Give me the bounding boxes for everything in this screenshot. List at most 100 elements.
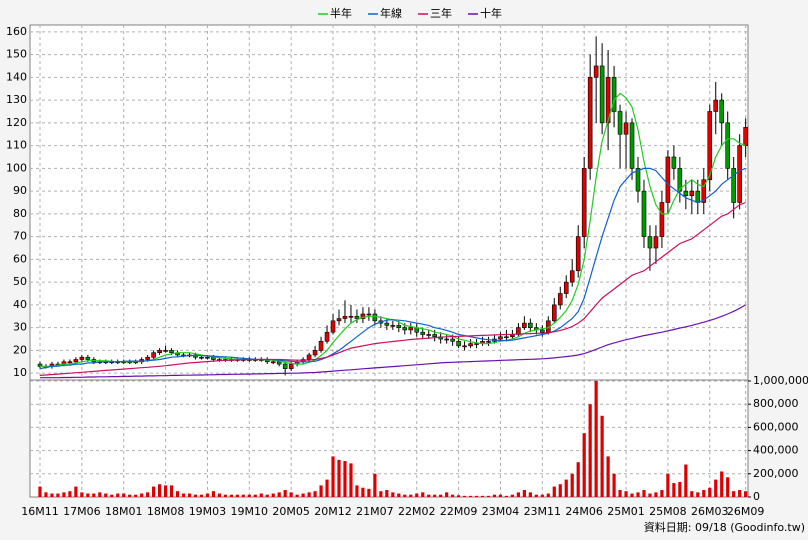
y-tick-label: 90 bbox=[13, 184, 27, 197]
x-tick-label: 22M09 bbox=[440, 505, 478, 518]
volume-bar bbox=[98, 492, 102, 497]
volume-bar bbox=[654, 492, 658, 497]
candle-body bbox=[665, 156, 671, 203]
candle-body bbox=[677, 168, 683, 192]
y-tick-label: 60 bbox=[13, 252, 27, 265]
x-tick-label: 17M06 bbox=[63, 505, 101, 518]
candle-body bbox=[151, 352, 156, 358]
candle-body bbox=[169, 350, 174, 353]
volume-bar bbox=[534, 494, 538, 497]
volume-bar bbox=[397, 493, 401, 497]
volume-bar bbox=[642, 490, 646, 497]
volume-bar bbox=[253, 494, 257, 497]
volume-bar bbox=[307, 492, 311, 497]
volume-bar bbox=[690, 491, 694, 497]
candle-body bbox=[342, 315, 348, 319]
candle-body bbox=[456, 341, 461, 347]
ma-line bbox=[40, 304, 746, 379]
candle-body bbox=[689, 190, 695, 196]
source-note: 資料日期: 09/18 (Goodinfo.tw) bbox=[644, 520, 805, 534]
ma-line bbox=[39, 167, 746, 370]
volume-bar bbox=[391, 492, 395, 497]
volume-bar bbox=[636, 492, 640, 497]
candle-body bbox=[653, 236, 659, 249]
volume-bar bbox=[474, 495, 479, 497]
volume-bar bbox=[612, 473, 616, 497]
candle-body bbox=[408, 327, 414, 331]
candle-body bbox=[390, 325, 396, 327]
volume-bar bbox=[289, 492, 293, 497]
volume-bar bbox=[403, 494, 407, 497]
ma-line bbox=[39, 201, 746, 376]
candle-body bbox=[318, 341, 324, 351]
volume-bar bbox=[152, 486, 156, 497]
volume-bar bbox=[486, 495, 491, 497]
volume-bar bbox=[175, 491, 180, 497]
volume-bar bbox=[624, 491, 628, 497]
candle-body bbox=[557, 293, 563, 306]
candle-body bbox=[737, 145, 742, 203]
y-tick-label: 40 bbox=[13, 298, 27, 311]
volume-bar bbox=[720, 471, 724, 497]
candle-body bbox=[372, 313, 378, 322]
candle-body bbox=[312, 350, 318, 356]
volume-bar bbox=[696, 492, 700, 497]
volume-bar bbox=[134, 494, 138, 497]
candle-body bbox=[474, 343, 479, 345]
candle-body bbox=[468, 343, 473, 347]
volume-bar bbox=[367, 488, 371, 497]
candle-body bbox=[551, 304, 557, 322]
candle-body bbox=[671, 156, 677, 169]
candle-body bbox=[450, 338, 455, 342]
candle-body bbox=[605, 77, 611, 124]
candle-body bbox=[426, 334, 432, 336]
x-tick-label: 20M12 bbox=[314, 505, 352, 518]
x-tick-label: 18M01 bbox=[105, 505, 143, 518]
volume-bar bbox=[457, 495, 461, 497]
candle-body bbox=[617, 111, 623, 135]
candle-body bbox=[432, 334, 437, 338]
x-tick-label: 23M11 bbox=[524, 505, 562, 518]
volume-bar bbox=[241, 494, 245, 497]
x-tick-label: 25M01 bbox=[607, 505, 645, 518]
y-tick-label: 160 bbox=[6, 25, 27, 38]
candle-body bbox=[683, 190, 689, 196]
volume-bar bbox=[295, 494, 299, 497]
volume-bar bbox=[498, 494, 503, 497]
volume-bar bbox=[409, 494, 413, 497]
candle-body bbox=[145, 356, 150, 360]
volume-bar bbox=[427, 494, 431, 497]
volume-bar bbox=[594, 381, 598, 497]
candle-body bbox=[641, 190, 647, 237]
candle-body bbox=[420, 331, 426, 335]
volume-bar bbox=[355, 485, 359, 497]
y-tick-label: 120 bbox=[6, 116, 27, 129]
legend-label: 年線 bbox=[380, 6, 402, 20]
x-tick-label: 26M09 bbox=[727, 505, 765, 518]
y-tick-label: 110 bbox=[6, 139, 27, 152]
volume-bar bbox=[122, 493, 126, 497]
volume-bar bbox=[660, 490, 664, 497]
volume-bar bbox=[600, 415, 604, 497]
volume-bar bbox=[331, 456, 335, 497]
volume-bar bbox=[630, 493, 634, 497]
candle-body bbox=[659, 202, 665, 237]
volume-bar bbox=[468, 495, 473, 497]
plot-area bbox=[29, 24, 749, 498]
volume-bar bbox=[373, 473, 377, 497]
volume-bar bbox=[648, 493, 652, 497]
y2-tick-label: 200,000 bbox=[753, 467, 799, 480]
volume-bar bbox=[421, 492, 425, 497]
candle-body bbox=[163, 350, 168, 352]
candle-body bbox=[79, 356, 85, 360]
volume-bar bbox=[211, 491, 216, 497]
candle-body bbox=[67, 361, 73, 364]
candle-body bbox=[336, 318, 342, 322]
volume-bar bbox=[56, 493, 60, 497]
candle-body bbox=[587, 77, 593, 169]
volume-bar bbox=[265, 494, 269, 497]
volume-bar bbox=[528, 492, 532, 497]
volume-bar bbox=[433, 494, 437, 497]
candle-body bbox=[635, 168, 641, 192]
y-tick-label: 30 bbox=[13, 321, 27, 334]
